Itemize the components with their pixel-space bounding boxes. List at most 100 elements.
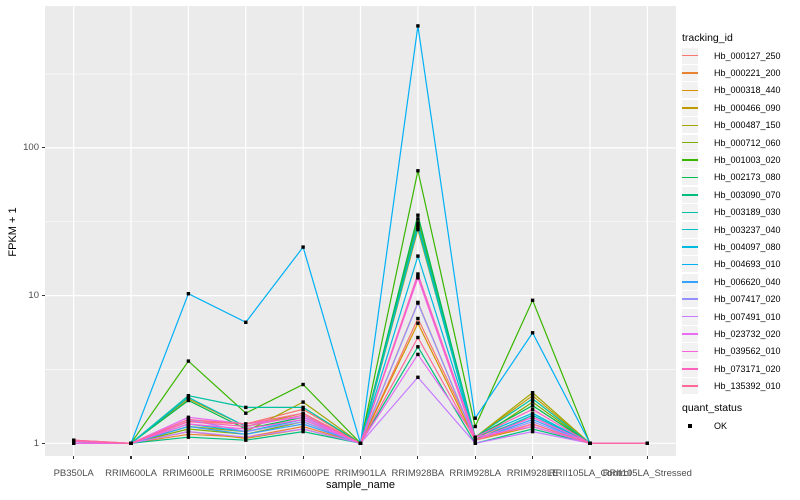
legend-entry: Hb_000221_200 xyxy=(682,64,800,82)
legend-entry: Hb_004693_010 xyxy=(682,256,800,273)
data-point xyxy=(416,321,420,325)
data-point xyxy=(186,359,191,363)
data-point xyxy=(416,335,420,340)
x-tick-mark xyxy=(417,456,419,459)
data-point xyxy=(301,413,305,417)
data-point xyxy=(530,415,535,419)
quant-status-label: OK xyxy=(714,420,728,431)
legend-entry: Hb_000127_250 xyxy=(682,47,800,64)
y-tick-mark xyxy=(42,442,45,444)
legend-entry: Hb_023732_020 xyxy=(682,325,800,342)
data-point xyxy=(530,298,535,302)
data-point xyxy=(186,395,191,399)
data-point xyxy=(530,424,535,429)
data-point xyxy=(244,438,248,442)
plot-panel xyxy=(45,6,676,456)
data-point xyxy=(530,403,535,408)
data-point xyxy=(186,292,191,296)
data-point xyxy=(473,416,477,420)
legend-label: Hb_039562_010 xyxy=(714,346,781,357)
legend-label: Hb_001003_020 xyxy=(714,155,781,166)
data-point xyxy=(301,424,305,429)
data-point xyxy=(530,411,535,415)
data-point xyxy=(186,429,191,434)
data-point xyxy=(530,391,535,395)
data-point xyxy=(530,413,535,417)
data-point xyxy=(530,331,535,335)
data-point xyxy=(244,427,248,431)
data-point xyxy=(416,227,420,232)
x-tick-label: RRII105LA_Stressed xyxy=(602,468,692,479)
x-tick-mark xyxy=(589,456,591,459)
data-point xyxy=(301,407,305,411)
legend-key-line-icon xyxy=(682,273,698,290)
x-tick-label: RRIM928LE xyxy=(506,468,559,479)
data-point xyxy=(473,435,477,439)
data-point xyxy=(416,276,420,280)
legend-entry: Hb_135392_010 xyxy=(682,377,800,395)
data-point xyxy=(530,417,535,422)
legend-entry: Hb_000318_440 xyxy=(682,82,800,99)
legend-key-line-icon xyxy=(682,204,698,221)
data-point xyxy=(244,432,248,436)
x-tick-label: RRIM600LA xyxy=(105,468,157,479)
legend-key-line-icon xyxy=(682,343,698,360)
legend-entry: Hb_003189_030 xyxy=(682,204,800,221)
data-point xyxy=(416,352,420,357)
legend-label: Hb_007491_010 xyxy=(714,311,781,322)
data-point xyxy=(473,424,477,429)
legend-key-line-icon xyxy=(682,47,698,64)
legend-entry: Hb_000487_150 xyxy=(682,117,800,134)
data-point xyxy=(416,316,420,321)
x-tick-mark xyxy=(130,456,132,459)
data-point xyxy=(530,394,535,398)
data-point xyxy=(186,435,191,439)
data-point xyxy=(301,245,305,249)
data-point xyxy=(244,405,248,410)
y-axis-title: FPKM + 1 xyxy=(7,207,19,257)
data-point xyxy=(416,213,420,217)
data-point xyxy=(244,422,248,426)
legend-label: Hb_000127_250 xyxy=(714,50,781,61)
legend-entry: Hb_003090_070 xyxy=(682,186,800,203)
legend-key-line-icon xyxy=(682,186,698,203)
legend-entry: Hb_003237_040 xyxy=(682,221,800,238)
data-point xyxy=(186,417,191,422)
data-point xyxy=(530,429,535,434)
legend: tracking_id Hb_000127_250 Hb_000221_200 Hb… xyxy=(682,30,800,434)
legend-label: Hb_135392_010 xyxy=(714,381,781,392)
x-tick-label: RRIM901LA xyxy=(334,468,387,479)
x-axis-title: sample_name xyxy=(325,479,396,491)
x-tick-mark xyxy=(73,456,75,459)
data-point xyxy=(301,420,305,424)
legend-label: Hb_007417_020 xyxy=(714,294,781,305)
data-point xyxy=(416,223,420,227)
x-tick-mark xyxy=(474,456,476,459)
data-point xyxy=(530,427,535,431)
data-point xyxy=(244,435,248,439)
legend-key-line-icon xyxy=(682,134,698,151)
data-point xyxy=(588,441,592,445)
legend-key-line-icon xyxy=(682,82,698,99)
x-tick-mark xyxy=(302,456,304,459)
data-point xyxy=(244,429,248,434)
data-point xyxy=(186,427,191,431)
legend-entry: Hb_039562_010 xyxy=(682,343,800,360)
data-point xyxy=(301,422,305,426)
x-tick-label: RRIM600PE xyxy=(276,468,330,479)
data-point xyxy=(186,424,191,429)
data-point xyxy=(530,397,535,401)
legend-title-quant-status: quant_status xyxy=(682,401,743,414)
legend-entry: Hb_001003_020 xyxy=(682,151,800,169)
legend-entry: Hb_000712_060 xyxy=(682,134,800,151)
data-point xyxy=(416,217,420,221)
legend-key-line-icon xyxy=(682,308,698,325)
x-tick-mark xyxy=(187,456,189,459)
data-point xyxy=(358,441,363,445)
legend-label: Hb_003090_070 xyxy=(714,189,781,200)
legend-entries: Hb_000127_250 Hb_000221_200 Hb_000318_440 H… xyxy=(682,47,800,395)
data-point xyxy=(301,417,305,422)
data-point xyxy=(186,420,191,424)
legend-key-line-icon xyxy=(682,221,698,238)
